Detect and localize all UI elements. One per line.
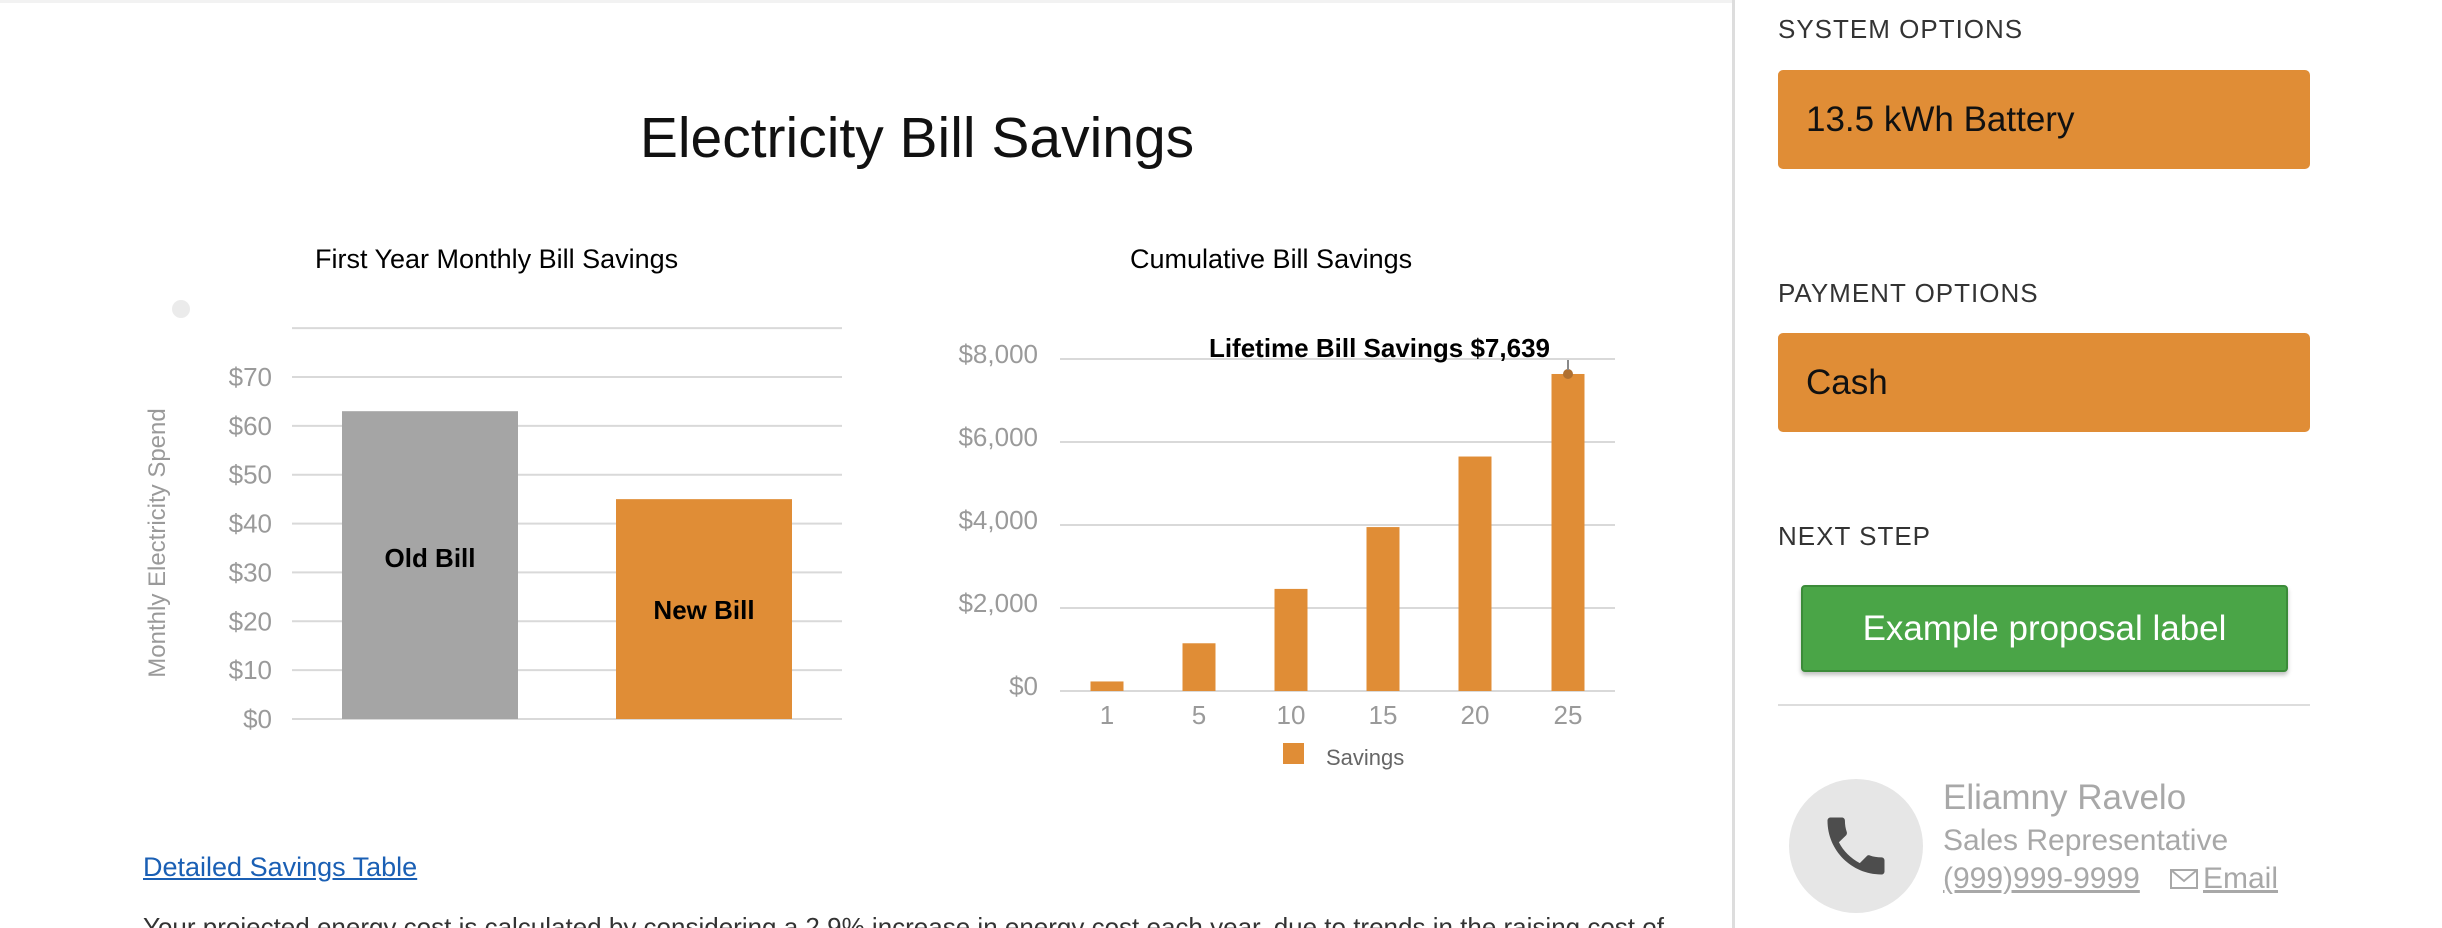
envelope-icon — [2170, 869, 2198, 889]
bar — [1274, 588, 1308, 691]
x-tick-label: 5 — [1192, 700, 1206, 730]
y-tick-label: $0 — [243, 704, 272, 734]
y-tick-label: $60 — [229, 411, 272, 441]
y-tick-label: $40 — [229, 509, 272, 539]
monthly-bill-chart: $0 $10 $20 $30 $40 $50 $60 $70 Monthly Electrici… — [144, 327, 842, 734]
contact-divider — [1778, 704, 2310, 706]
bar — [342, 411, 518, 719]
rep-email-label: Email — [2203, 862, 2279, 895]
y-tick-label: $50 — [229, 460, 272, 490]
y-tick-label: $30 — [229, 557, 272, 587]
legend-label: Savings — [1326, 745, 1404, 770]
savings-description: Your projected energy cost is calculated… — [143, 912, 1664, 928]
bar — [1366, 527, 1400, 691]
monthly-chart-title: First Year Monthly Bill Savings — [315, 244, 679, 274]
bar — [1182, 643, 1216, 691]
bar — [1458, 456, 1492, 691]
indicator-dot — [172, 300, 190, 318]
y-tick-label: $8,000 — [958, 339, 1038, 369]
x-tick-label: 10 — [1277, 700, 1306, 730]
rep-email-link[interactable]: Email — [2169, 862, 2278, 896]
y-tick-label: $10 — [229, 655, 272, 685]
sidebar-divider — [1732, 0, 1735, 928]
legend-swatch — [1283, 743, 1304, 764]
payment-option-button[interactable]: Cash — [1778, 333, 2310, 432]
system-option-button[interactable]: 13.5 kWh Battery — [1778, 70, 2310, 169]
x-tick-label: 25 — [1554, 700, 1583, 730]
bar-label: New Bill — [653, 595, 754, 625]
rep-phone-link[interactable]: (999)999-9999 — [1943, 862, 2140, 895]
y-tick-label: $2,000 — [958, 588, 1038, 618]
top-border — [0, 0, 1732, 3]
x-tick-label: 1 — [1100, 700, 1114, 730]
x-tick-label: 15 — [1369, 700, 1398, 730]
sidebar: SYSTEM OPTIONS 13.5 kWh Battery PAYMENT … — [1735, 0, 2442, 928]
x-tick-label: 20 — [1461, 700, 1490, 730]
y-axis-title: Monthly Electricity Spend — [144, 408, 171, 677]
main-content: Electricity Bill Savings First Year Mont… — [143, 106, 1664, 928]
system-options-heading: SYSTEM OPTIONS — [1778, 14, 2024, 44]
y-tick-label: $6,000 — [958, 422, 1038, 452]
y-tick-label: $70 — [229, 362, 272, 392]
proposal-button[interactable]: Example proposal label — [1801, 585, 2288, 672]
cumulative-chart-title: Cumulative Bill Savings — [1130, 244, 1413, 274]
y-tick-label: $4,000 — [958, 505, 1038, 535]
y-tick-label: $20 — [229, 606, 272, 636]
y-tick-label: $0 — [1009, 671, 1038, 701]
phone-icon — [1827, 817, 1885, 875]
lifetime-savings-annotation: Lifetime Bill Savings $7,639 — [1209, 333, 1550, 363]
payment-options-heading: PAYMENT OPTIONS — [1778, 278, 2039, 308]
bar — [1090, 681, 1124, 691]
bar-label: Old Bill — [385, 543, 476, 573]
detailed-savings-link[interactable]: Detailed Savings Table — [143, 852, 418, 882]
avatar — [1789, 779, 1923, 913]
bar — [616, 499, 792, 719]
annotation-marker — [1563, 368, 1573, 379]
rep-name: Eliamny Ravelo — [1943, 778, 2187, 817]
bar — [1551, 373, 1585, 691]
next-step-heading: NEXT STEP — [1778, 521, 1932, 551]
rep-role: Sales Representative — [1943, 824, 2229, 857]
page-title: Electricity Bill Savings — [639, 106, 1195, 170]
